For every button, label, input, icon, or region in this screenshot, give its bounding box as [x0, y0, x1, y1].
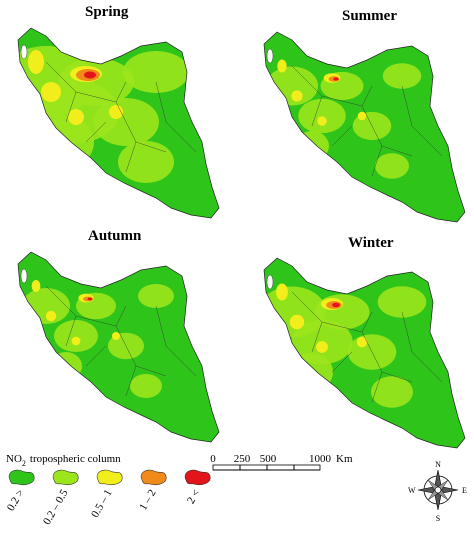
- province-borders: [291, 65, 443, 177]
- scale-label: 0: [210, 453, 216, 465]
- legend-title-rest: tropospheric column: [30, 453, 121, 465]
- zone: [377, 286, 427, 318]
- compass-e: E: [462, 486, 467, 495]
- country-outline: [17, 27, 220, 219]
- map-fill: [264, 32, 465, 222]
- scale-label: 1000: [309, 453, 332, 465]
- zone: [382, 63, 422, 89]
- country-outline: [263, 31, 466, 223]
- zone: [109, 105, 123, 119]
- panel-title: Spring: [85, 4, 129, 20]
- map: [17, 251, 220, 443]
- zone: [298, 98, 346, 134]
- zone: [123, 51, 189, 93]
- zone: [38, 116, 94, 168]
- zone: [276, 283, 288, 301]
- zone: [332, 302, 340, 308]
- zone: [112, 332, 120, 340]
- map-fill: [264, 258, 465, 448]
- zone: [333, 77, 339, 81]
- zone: [45, 310, 57, 322]
- zone: [289, 314, 305, 330]
- legend-label: 0.2 >: [5, 488, 27, 514]
- zone: [87, 297, 93, 301]
- map: [263, 31, 466, 223]
- compass-s: S: [436, 514, 440, 523]
- zone: [316, 341, 328, 353]
- legend-label: 2 <: [185, 488, 203, 507]
- scale-label: 500: [260, 453, 277, 465]
- scale-bar: 0 250 500 1000 Km: [210, 453, 353, 471]
- legend-title-main: NO: [6, 453, 22, 465]
- lake: [266, 48, 274, 64]
- zone: [50, 352, 82, 380]
- scale-label: 250: [234, 453, 251, 465]
- zone: [84, 71, 96, 79]
- lake: [266, 274, 274, 290]
- zone: [317, 116, 327, 126]
- province-borders: [45, 285, 197, 397]
- legend-label: 0.5 – 1: [89, 488, 115, 520]
- zone: [54, 320, 98, 352]
- compass-n: N: [435, 460, 441, 469]
- zone: [314, 294, 370, 330]
- scale-unit: Km: [336, 453, 353, 465]
- map: [17, 27, 220, 219]
- legend: 0.2 > 0.2 – 0.5 0.5 – 1 1 – 2 2 <: [5, 469, 211, 527]
- zone: [22, 288, 70, 324]
- zone: [138, 284, 174, 308]
- legend-swatch: [8, 469, 35, 486]
- zone: [28, 50, 44, 74]
- zone: [266, 66, 318, 106]
- country-outline: [17, 251, 220, 443]
- lake: [20, 44, 28, 60]
- zone: [371, 376, 413, 408]
- zone: [291, 90, 303, 102]
- legend-swatch: [96, 469, 123, 486]
- zone: [356, 336, 368, 348]
- zone: [295, 131, 329, 161]
- zone: [291, 353, 333, 391]
- compass-w: W: [408, 486, 416, 495]
- legend-title-subscript: 2: [22, 459, 26, 468]
- legend-swatch: [140, 469, 167, 486]
- legend-label: 0.2 – 0.5: [41, 487, 71, 527]
- zone: [71, 336, 81, 346]
- province-borders: [45, 61, 197, 173]
- legend-label: 1 – 2: [137, 488, 158, 513]
- lake: [20, 268, 28, 284]
- zone: [41, 82, 61, 102]
- legend-title: NO2 tropospheric column: [6, 453, 121, 468]
- panel-title: Summer: [342, 8, 397, 24]
- legend-swatch: [52, 469, 79, 486]
- panel-title: Winter: [348, 235, 394, 251]
- country-outline: [263, 257, 466, 449]
- compass: N S E W: [408, 460, 467, 523]
- panel-title: Autumn: [88, 228, 142, 244]
- zone: [118, 141, 174, 183]
- legend-swatch: [184, 469, 211, 486]
- zone: [375, 153, 409, 179]
- zone: [357, 111, 367, 121]
- province-borders: [291, 291, 443, 403]
- zone: [130, 374, 162, 398]
- map-fill: [18, 252, 219, 442]
- compass-center: [434, 486, 442, 494]
- zone: [277, 59, 287, 73]
- zone: [68, 109, 84, 125]
- zone: [31, 280, 41, 292]
- map-panels: [17, 27, 466, 449]
- map: [263, 257, 466, 449]
